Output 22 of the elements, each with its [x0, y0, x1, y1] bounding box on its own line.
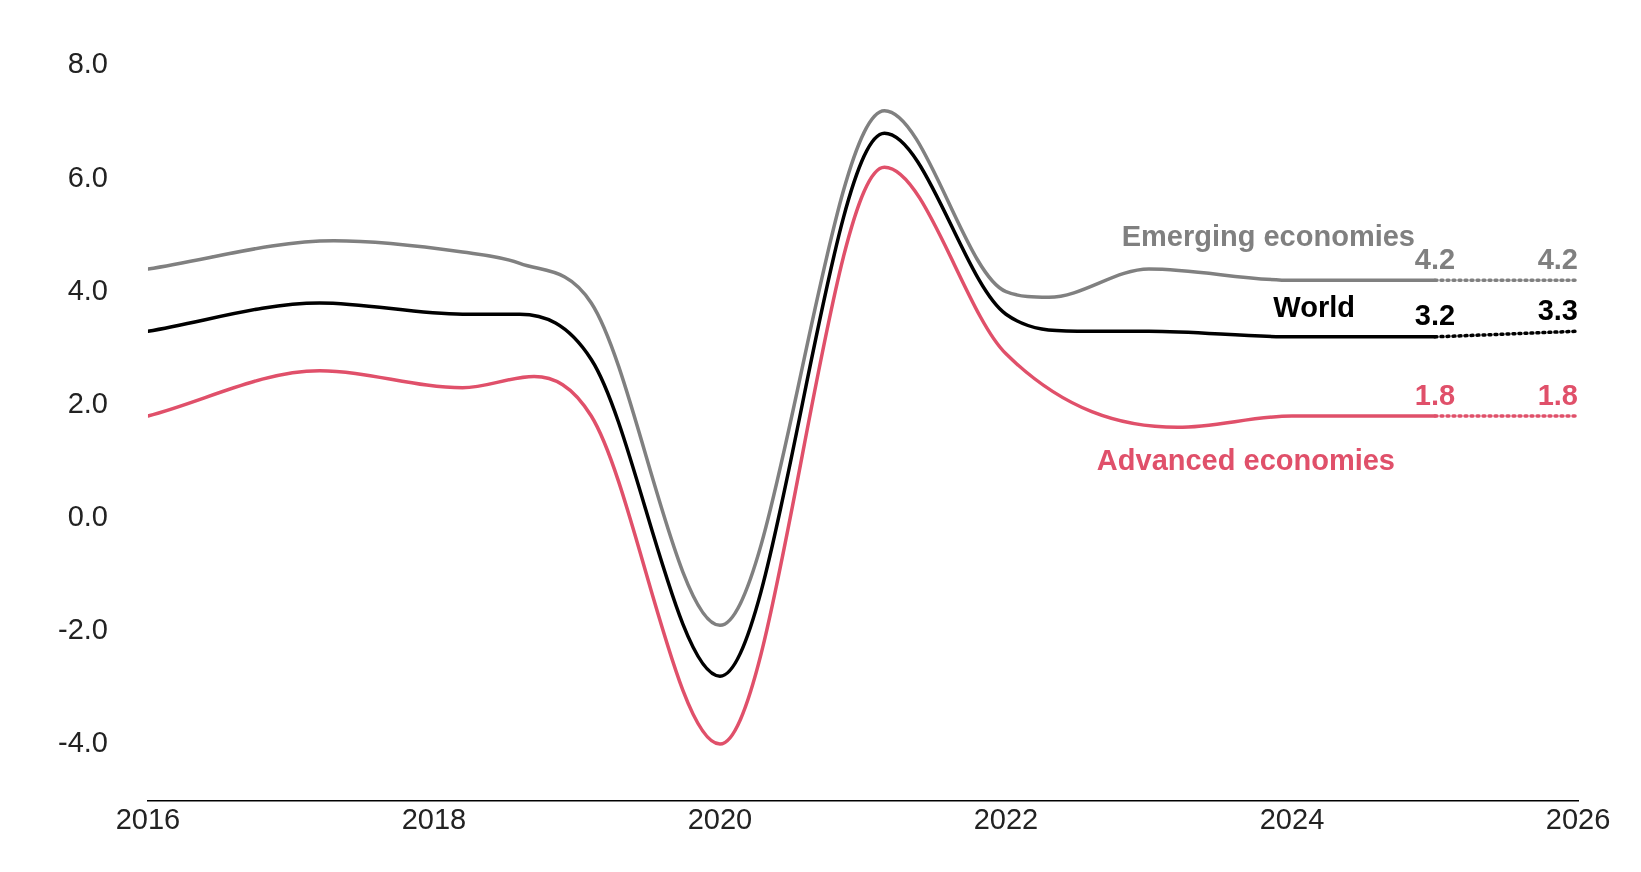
x-tick-label: 2020 [687, 803, 753, 835]
y-tick-label: 0.0 [67, 499, 108, 532]
data-label: 3.2 [1414, 299, 1456, 332]
series-label: World [1273, 290, 1355, 323]
y-tick-label: -2.0 [57, 612, 108, 645]
data-label: 1.8 [1537, 378, 1578, 411]
data-label: 1.8 [1414, 378, 1456, 411]
x-tick-label: 2018 [401, 803, 467, 835]
x-tick-label: 2026 [1545, 803, 1611, 835]
y-tick-label: 8.0 [67, 47, 108, 80]
y-tick-label: 6.0 [67, 160, 108, 193]
series-label: Advanced economies [1096, 444, 1395, 477]
y-tick-label: 2.0 [67, 386, 108, 419]
data-label: 3.3 [1537, 293, 1578, 326]
series-label: Emerging economies [1121, 220, 1415, 253]
x-tick-label: 2024 [1259, 803, 1325, 835]
data-label: 4.2 [1414, 242, 1456, 275]
x-tick-label: 2022 [973, 803, 1039, 835]
y-tick-label: 4.0 [67, 273, 108, 306]
y-tick-label: -4.0 [57, 726, 108, 759]
x-tick-label: 2016 [115, 803, 181, 835]
data-label: 4.2 [1537, 242, 1578, 275]
